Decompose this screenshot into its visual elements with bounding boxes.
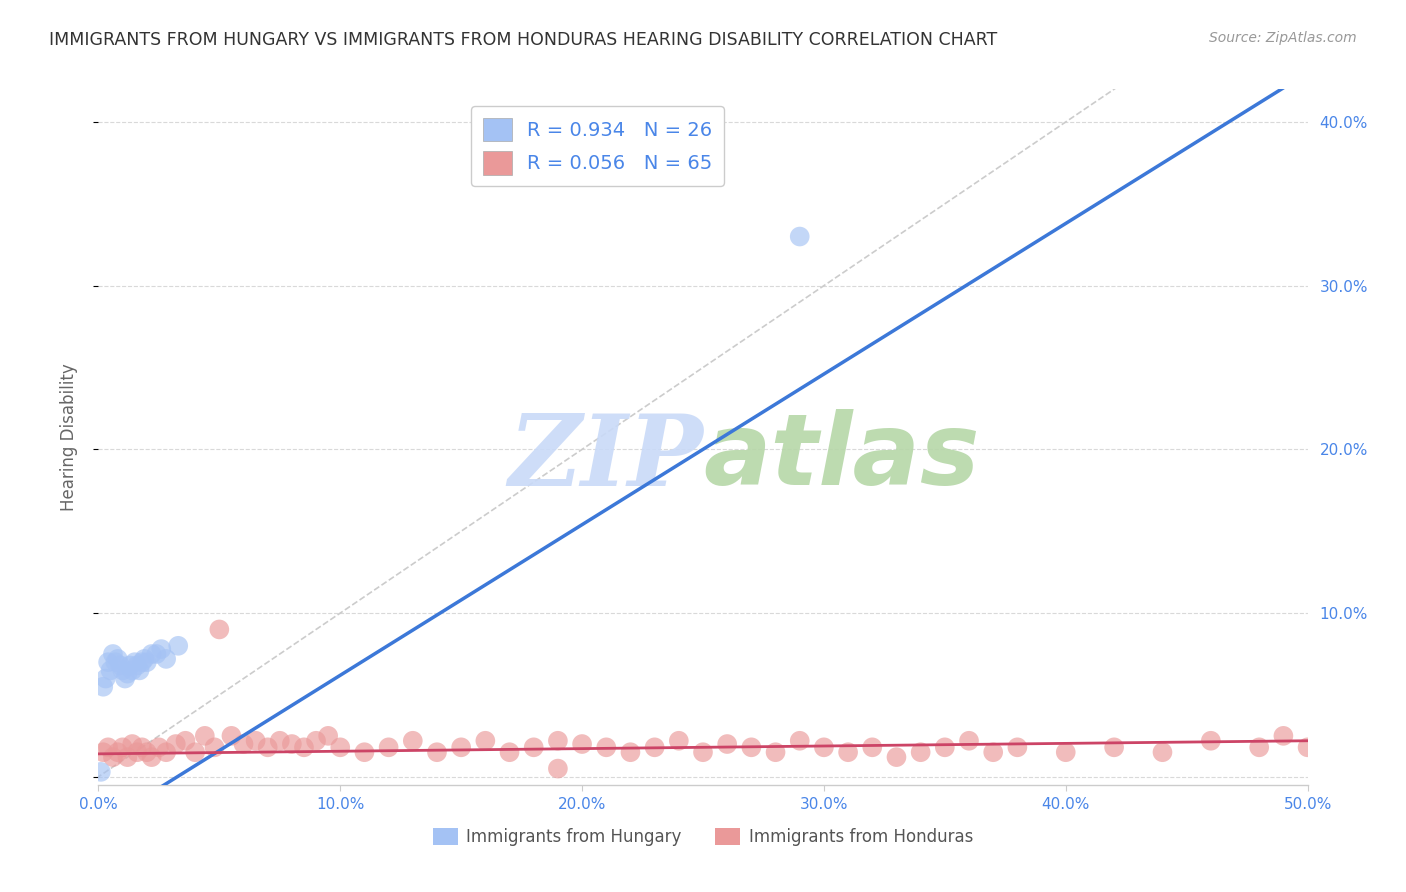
Point	[107, 652, 129, 666]
Point	[100, 664, 122, 678]
Point	[127, 745, 149, 759]
Point	[107, 745, 129, 759]
Point	[135, 745, 157, 759]
Point	[128, 664, 150, 678]
Point	[165, 737, 187, 751]
Point	[118, 658, 141, 673]
Point	[813, 740, 835, 755]
Point	[329, 740, 352, 755]
Point	[245, 733, 267, 747]
Point	[316, 729, 339, 743]
Point	[208, 623, 231, 637]
Point	[155, 745, 177, 759]
Point	[232, 737, 254, 751]
Point	[740, 740, 762, 755]
Point	[377, 740, 399, 755]
Point	[1272, 729, 1295, 743]
Point	[957, 733, 980, 747]
Point	[353, 745, 375, 759]
Text: IMMIGRANTS FROM HUNGARY VS IMMIGRANTS FROM HONDURAS HEARING DISABILITY CORRELATI: IMMIGRANTS FROM HUNGARY VS IMMIGRANTS FR…	[49, 31, 997, 49]
Point	[131, 655, 153, 669]
Point	[547, 762, 569, 776]
Point	[1054, 745, 1077, 759]
Point	[111, 740, 134, 755]
Point	[837, 745, 859, 759]
Point	[860, 740, 883, 755]
Point	[121, 737, 143, 751]
Point	[619, 745, 641, 759]
Point	[426, 745, 449, 759]
Point	[595, 740, 617, 755]
Point	[134, 652, 156, 666]
Point	[131, 740, 153, 755]
Point	[789, 229, 811, 244]
Point	[281, 737, 304, 751]
Point	[97, 740, 120, 755]
Point	[141, 750, 163, 764]
Point	[148, 740, 170, 755]
Point	[981, 745, 1004, 759]
Point	[174, 733, 197, 747]
Point	[111, 664, 134, 678]
Point	[167, 639, 190, 653]
Point	[1152, 745, 1174, 759]
Point	[127, 658, 149, 673]
Point	[194, 729, 217, 743]
Point	[886, 750, 908, 764]
Point	[402, 733, 425, 747]
Point	[692, 745, 714, 759]
Point	[1102, 740, 1125, 755]
Text: ZIP: ZIP	[508, 409, 703, 506]
Legend: Immigrants from Hungary, Immigrants from Honduras: Immigrants from Hungary, Immigrants from…	[426, 822, 980, 853]
Point	[571, 737, 593, 751]
Point	[1249, 740, 1271, 755]
Point	[716, 737, 738, 751]
Point	[789, 733, 811, 747]
Point	[104, 655, 127, 669]
Point	[184, 745, 207, 759]
Point	[117, 666, 139, 681]
Point	[474, 733, 496, 747]
Text: atlas: atlas	[703, 409, 980, 507]
Point	[124, 655, 146, 669]
Point	[141, 647, 163, 661]
Point	[135, 655, 157, 669]
Point	[934, 740, 956, 755]
Point	[256, 740, 278, 755]
Point	[155, 652, 177, 666]
Point	[108, 658, 131, 673]
Point	[145, 647, 167, 661]
Point	[305, 733, 328, 747]
Point	[498, 745, 520, 759]
Point	[450, 740, 472, 755]
Point	[292, 740, 315, 755]
Point	[668, 733, 690, 747]
Point	[90, 764, 112, 779]
Point	[114, 672, 136, 686]
Point	[644, 740, 666, 755]
Point	[1007, 740, 1029, 755]
Point	[101, 647, 124, 661]
Point	[1199, 733, 1222, 747]
Point	[547, 733, 569, 747]
Point	[150, 642, 173, 657]
Point	[269, 733, 291, 747]
Point	[221, 729, 243, 743]
Point	[91, 745, 114, 759]
Point	[523, 740, 546, 755]
Point	[910, 745, 932, 759]
Text: Source: ZipAtlas.com: Source: ZipAtlas.com	[1209, 31, 1357, 45]
Point	[1296, 740, 1319, 755]
Y-axis label: Hearing Disability: Hearing Disability	[59, 363, 77, 511]
Point	[91, 680, 114, 694]
Point	[204, 740, 226, 755]
Point	[117, 750, 139, 764]
Point	[101, 750, 124, 764]
Point	[97, 655, 120, 669]
Point	[765, 745, 787, 759]
Point	[94, 672, 117, 686]
Point	[121, 664, 143, 678]
